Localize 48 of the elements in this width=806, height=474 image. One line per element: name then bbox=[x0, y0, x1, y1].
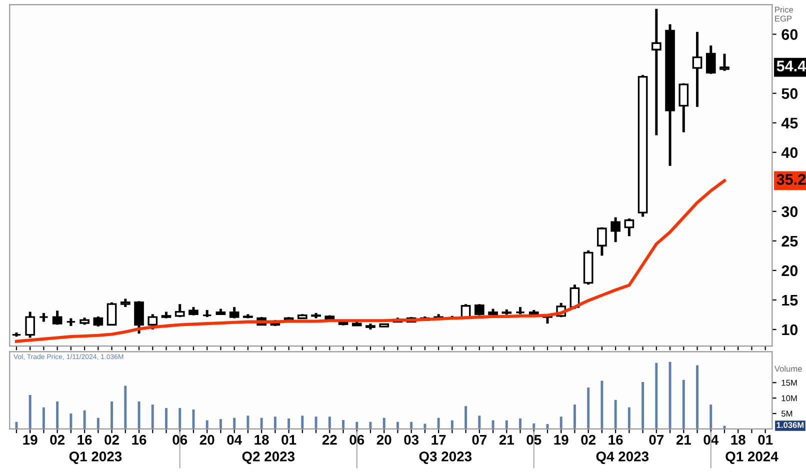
x-tick-label: 20 bbox=[200, 434, 214, 445]
x-tick-label: 22 bbox=[322, 434, 337, 445]
annotation: 35.2 bbox=[776, 174, 806, 185]
y-tick-label: 10 bbox=[782, 324, 798, 336]
y-tick-label: 25 bbox=[782, 236, 798, 247]
x-tick-label: 04 bbox=[704, 434, 719, 445]
x-tick-label: 03 bbox=[404, 434, 419, 445]
y-tick-label: 10M bbox=[782, 395, 797, 402]
y-tick-label: 45 bbox=[781, 118, 798, 129]
y-tick-label: 60 bbox=[782, 29, 798, 40]
x-tick-label: 16 bbox=[608, 434, 623, 445]
y-tick-label: 15 bbox=[782, 294, 798, 306]
x-tick-label: 01 bbox=[282, 434, 296, 445]
x-tick-label: 21 bbox=[676, 434, 691, 445]
y-tick-label: 15M bbox=[782, 380, 797, 386]
x-tick-label: 02 bbox=[581, 434, 596, 445]
x-tick-label: 05 bbox=[526, 434, 542, 445]
x-tick-label: 20 bbox=[376, 434, 392, 445]
x-tick-label: 16 bbox=[78, 434, 92, 445]
x-tick-label: 07 bbox=[472, 434, 487, 445]
y-tick-label: 5M bbox=[782, 410, 792, 417]
text: Q4 2023 bbox=[596, 452, 649, 464]
x-tick-label: 19 bbox=[554, 434, 568, 445]
x-tick-label: 16 bbox=[132, 434, 146, 445]
text: Q2 2023 bbox=[242, 452, 295, 464]
text: Q1 2023 bbox=[69, 452, 122, 464]
annotation: 1.036M bbox=[776, 422, 804, 428]
x-tick-label: 19 bbox=[23, 434, 38, 445]
y-tick-label: 40 bbox=[781, 147, 798, 158]
y-tick-label: 20 bbox=[782, 265, 798, 276]
x-tick-label: 06 bbox=[172, 434, 188, 445]
x-tick-label: 02 bbox=[104, 434, 119, 445]
x-tick-label: 07 bbox=[649, 434, 664, 445]
x-tick-label: 06 bbox=[350, 434, 364, 445]
text: Q3 2023 bbox=[419, 452, 472, 464]
y-tick-label: 50 bbox=[782, 88, 798, 99]
annotation: 54.4 bbox=[776, 60, 806, 72]
x-tick-label: 17 bbox=[432, 435, 446, 445]
x-tick-label: 01 bbox=[758, 434, 773, 445]
x-tick-label: 04 bbox=[227, 434, 242, 445]
x-tick-label: 21 bbox=[499, 434, 514, 445]
x-tick-label: 02 bbox=[50, 434, 64, 445]
text: Q1 2024 bbox=[726, 452, 778, 464]
x-tick-label: 18 bbox=[254, 434, 269, 445]
y-tick-label: 30 bbox=[782, 206, 798, 218]
x-tick-label: 18 bbox=[731, 434, 746, 445]
y-axis-title: Volume bbox=[774, 366, 802, 372]
y-axis-title: Price EGP bbox=[775, 6, 794, 22]
